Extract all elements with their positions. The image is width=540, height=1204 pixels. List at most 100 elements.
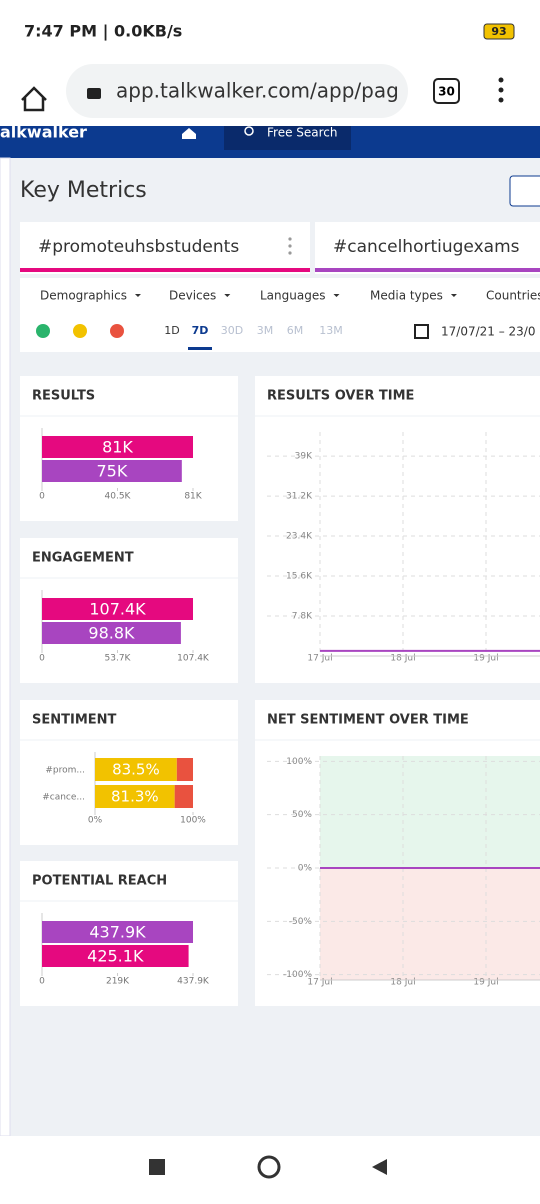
widget-title: RESULTS OVER TIME	[267, 389, 414, 404]
lock-icon	[87, 88, 101, 99]
bar-label: 437.9K	[89, 923, 146, 942]
category-label: #cance...	[42, 793, 85, 803]
range-option[interactable]: 1D	[164, 324, 179, 337]
topic-label: #cancelhortiugexams	[333, 237, 520, 257]
bar	[42, 921, 193, 943]
topic-underline	[315, 268, 540, 272]
search-icon	[244, 126, 254, 136]
widget-card	[255, 376, 540, 683]
topic-underline	[20, 268, 310, 272]
tab-count: 30	[438, 85, 455, 99]
bar-label: 81.3%	[111, 788, 159, 806]
topic-card[interactable]	[20, 222, 310, 274]
x-tick-label: 17 Jul	[307, 654, 332, 664]
widget-title: POTENTIAL REACH	[32, 874, 167, 889]
y-tick-label: 50%	[292, 810, 312, 820]
home-nav[interactable]	[182, 128, 196, 139]
x-tick-label: 19 Jul	[473, 654, 498, 664]
x-tick-label: 40.5K	[105, 492, 132, 502]
filter-dropdown[interactable]: Devices	[169, 289, 216, 303]
filter-dropdown[interactable]: Media types	[370, 289, 443, 303]
x-tick-label: 100%	[180, 816, 206, 826]
home-nav-button[interactable]	[257, 1155, 281, 1179]
topic-label: #promoteuhsbstudents	[38, 237, 239, 257]
y-tick-label: 23.4K	[286, 532, 313, 542]
topic-menu[interactable]	[288, 237, 292, 255]
dropdown-caret	[333, 294, 340, 297]
filter-dropdown[interactable]: Countries	[486, 289, 540, 303]
y-tick-label: -100%	[283, 970, 312, 980]
x-tick-label: 53.7K	[105, 654, 132, 664]
bar-label: 107.4K	[89, 600, 146, 619]
bar	[42, 945, 189, 967]
status-bar	[0, 0, 540, 60]
battery-level: 93	[491, 25, 506, 38]
page-title: Key Metrics	[20, 178, 147, 203]
tabs-button[interactable]	[433, 78, 460, 104]
range-option[interactable]: 3M	[257, 324, 274, 337]
date-range[interactable]: 17/07/21 – 23/0	[441, 325, 535, 339]
bar-segment	[95, 758, 177, 781]
bar	[42, 436, 193, 458]
topic-card[interactable]	[315, 222, 540, 274]
search-metrics[interactable]	[509, 175, 540, 207]
dropdown-caret	[450, 294, 457, 297]
y-tick-label: 100%	[286, 757, 312, 767]
bar-label: 98.8K	[88, 624, 135, 643]
sidebar	[0, 157, 11, 1137]
bar-label: 75K	[96, 462, 127, 481]
range-option[interactable]: 13M	[319, 324, 343, 337]
range-active-indicator	[188, 347, 212, 350]
filter-dropdown[interactable]: Demographics	[40, 289, 127, 303]
filter-panel	[20, 278, 540, 352]
y-tick-label: 39K	[295, 452, 313, 462]
x-tick-label: 18 Jul	[390, 978, 415, 988]
negative-filter[interactable]	[110, 324, 124, 338]
nav-bar	[0, 1136, 540, 1200]
x-tick-label: 0	[39, 492, 45, 502]
filter-dropdown[interactable]: Languages	[260, 289, 325, 303]
status-time: 7:47 PM | 0.0KB/s	[24, 22, 182, 42]
range-option[interactable]: 30D	[221, 324, 243, 337]
bar-label: 81K	[102, 438, 133, 457]
calendar-icon	[414, 324, 429, 339]
y-tick-label: 15.6K	[286, 572, 313, 582]
search-label: Free Search	[267, 126, 338, 140]
x-tick-label: 219K	[106, 977, 130, 987]
y-tick-label: 7.8K	[292, 612, 313, 622]
logo: alkwalker	[0, 123, 87, 142]
y-tick-label: -50%	[289, 917, 313, 927]
negative-band	[320, 868, 540, 980]
widget-title: SENTIMENT	[32, 713, 117, 728]
x-tick-label: 437.9K	[177, 977, 210, 987]
dropdown-caret	[224, 294, 231, 297]
range-option[interactable]: 7D	[192, 324, 209, 337]
y-tick-label: 31.2K	[286, 492, 313, 502]
home-button[interactable]	[21, 86, 47, 112]
x-tick-label: 17 Jul	[307, 978, 332, 988]
menu-button[interactable]	[498, 77, 504, 103]
x-tick-label: 0%	[88, 816, 103, 826]
bar	[42, 460, 182, 482]
positive-filter[interactable]	[36, 324, 50, 338]
bar-label: 83.5%	[112, 761, 160, 779]
back-button[interactable]	[372, 1159, 387, 1175]
recents-button[interactable]	[149, 1159, 165, 1175]
url: app.talkwalker.com/app/pag	[116, 79, 399, 103]
bar-segment	[176, 758, 193, 781]
range-option[interactable]: 6M	[287, 324, 304, 337]
dropdown-caret	[134, 294, 141, 297]
bar-segment	[95, 785, 175, 808]
neutral-filter[interactable]	[73, 324, 87, 338]
x-tick-label: 0	[39, 977, 45, 987]
bar	[42, 622, 181, 644]
bar-label: 425.1K	[87, 947, 144, 966]
url-bar[interactable]	[66, 64, 408, 118]
category-label: #prom...	[45, 766, 85, 776]
x-tick-label: 0	[39, 654, 45, 664]
x-tick-label: 19 Jul	[473, 978, 498, 988]
x-tick-label: 18 Jul	[390, 654, 415, 664]
bar	[42, 598, 193, 620]
